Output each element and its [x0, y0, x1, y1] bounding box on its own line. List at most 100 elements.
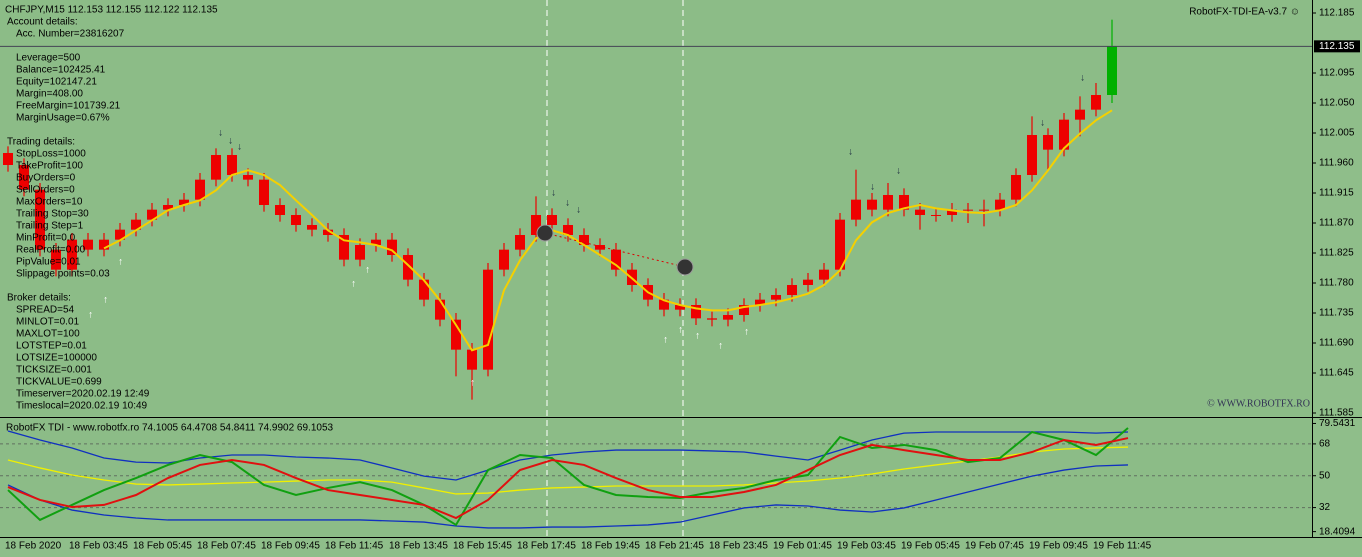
- y-tick-label: 112.005: [1319, 128, 1355, 139]
- buy-arrow: ↑: [88, 310, 93, 321]
- moving-average: [103, 109, 1113, 352]
- candle-body: [115, 229, 125, 240]
- candle-body: [499, 249, 509, 270]
- info-line: LOTSIZE=100000: [16, 353, 97, 364]
- candle-body: [675, 305, 685, 310]
- info-line: LOTSTEP=0.01: [16, 341, 87, 352]
- price-box-label: 112.135: [1319, 41, 1355, 52]
- indicator-line: [7, 437, 1129, 520]
- time-label: 19 Feb 01:45: [773, 541, 832, 552]
- indicator-line: [7, 464, 1129, 529]
- candle-body: [979, 209, 989, 211]
- candle-body: [739, 305, 749, 315]
- candle-body: [131, 219, 141, 230]
- candle-body: [723, 315, 733, 320]
- candle-body: [339, 235, 349, 260]
- y-tick-label: 111.780: [1319, 278, 1354, 289]
- y-tick-label: 68: [1319, 439, 1331, 450]
- candle-body: [563, 225, 573, 235]
- sell-arrow: ↓: [1080, 73, 1085, 84]
- sell-arrow: ↓: [218, 128, 223, 139]
- time-label: 18 Feb 03:45: [69, 541, 128, 552]
- sell-arrow: ↓: [1040, 118, 1045, 129]
- info-line: Balance=102425.41: [16, 65, 106, 76]
- candle-body: [771, 295, 781, 300]
- candle-body: [451, 319, 461, 350]
- candle-body: [1107, 46, 1117, 95]
- buy-arrow: ↑: [718, 341, 723, 352]
- candle-body: [243, 175, 253, 180]
- candle-body: [707, 318, 717, 320]
- candle-body: [1043, 135, 1053, 150]
- buy-arrow: ↑: [663, 335, 668, 346]
- candle-body: [1027, 135, 1037, 175]
- trade-close-marker: [676, 258, 694, 276]
- time-label: 18 Feb 05:45: [133, 541, 192, 552]
- y-tick-label: 111.825: [1319, 248, 1354, 259]
- copyright: © WWW.ROBOTFX.RO: [1207, 398, 1310, 409]
- candle-body: [67, 239, 77, 270]
- candle-body: [1075, 109, 1085, 120]
- candle-body: [915, 209, 925, 215]
- candle-body: [83, 239, 93, 250]
- time-label: 19 Feb 03:45: [837, 541, 896, 552]
- time-label: 19 Feb 09:45: [1029, 541, 1088, 552]
- sell-arrow: ↓: [576, 205, 581, 216]
- candle-body: [515, 235, 525, 250]
- candle-body: [99, 239, 109, 250]
- indicator-line: [7, 427, 1129, 527]
- y-tick-label: 112.050: [1319, 98, 1355, 109]
- info-line: MaxOrders=10: [16, 197, 83, 208]
- candle-body: [835, 219, 845, 270]
- candle-body: [947, 209, 957, 215]
- info-line: Timeslocal=2020.02.19 10:49: [16, 401, 148, 412]
- time-label: 18 Feb 23:45: [709, 541, 768, 552]
- time-label: 18 Feb 11:45: [325, 541, 384, 552]
- buy-arrow: ↑: [678, 325, 683, 336]
- candle-body: [803, 279, 813, 285]
- time-label: 19 Feb 11:45: [1093, 541, 1152, 552]
- info-line: Trailing Stop=30: [16, 209, 89, 220]
- y-tick-label: 111.690: [1319, 338, 1354, 349]
- candle-body: [211, 155, 221, 180]
- candle-body: [595, 245, 605, 250]
- y-tick-label: 111.915: [1319, 188, 1354, 199]
- candle-body: [691, 305, 701, 319]
- candle-body: [963, 209, 973, 211]
- candle-body: [323, 229, 333, 235]
- sell-arrow: ↓: [848, 147, 853, 158]
- buy-arrow: ↑: [118, 257, 123, 268]
- candle-body: [467, 349, 477, 370]
- y-tick-label: 79.5431: [1319, 418, 1356, 429]
- info-line: Slippage points=0.03: [16, 269, 110, 280]
- time-label: 19 Feb 07:45: [965, 541, 1024, 552]
- sell-arrow: ↓: [565, 198, 570, 209]
- candle-body: [355, 245, 365, 260]
- candle-body: [147, 209, 157, 220]
- info-line: Margin=408.00: [16, 89, 83, 100]
- candle-body: [995, 199, 1005, 210]
- sell-arrow: ↓: [870, 182, 875, 193]
- trade-open-marker: [536, 224, 554, 242]
- candle-body: [419, 279, 429, 300]
- buy-arrow: ↑: [365, 265, 370, 276]
- time-label: 18 Feb 13:45: [389, 541, 448, 552]
- time-label: 18 Feb 21:45: [645, 541, 704, 552]
- candle-body: [1059, 119, 1069, 150]
- candle-body: [403, 255, 413, 280]
- section-title: Broker details:: [7, 293, 71, 304]
- candle-body: [387, 239, 397, 255]
- buy-arrow: ↑: [103, 295, 108, 306]
- info-line: Acc. Number=23816207: [16, 29, 125, 40]
- candle-body: [3, 153, 13, 165]
- time-label: 18 Feb 07:45: [197, 541, 256, 552]
- time-label: 18 Feb 09:45: [261, 541, 320, 552]
- y-tick-label: 111.870: [1319, 218, 1354, 229]
- candle-body: [227, 155, 237, 175]
- candle-body: [1011, 175, 1021, 200]
- section-title: Trading details:: [7, 137, 75, 148]
- indicator-line: [7, 446, 1129, 495]
- candle-body: [35, 189, 45, 250]
- time-label: 18 Feb 19:45: [581, 541, 640, 552]
